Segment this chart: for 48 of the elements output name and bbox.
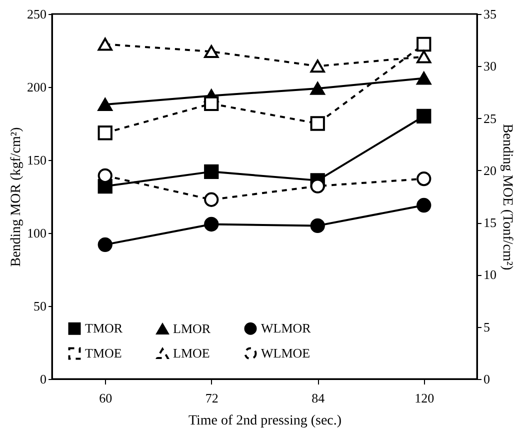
legend-label: TMOE bbox=[85, 346, 122, 360]
y-tick-label: 0 bbox=[40, 372, 46, 386]
point bbox=[416, 36, 432, 52]
point bbox=[310, 178, 325, 194]
y-tick-label: 250 bbox=[27, 6, 46, 22]
point bbox=[204, 45, 219, 58]
point bbox=[204, 164, 219, 180]
y2-tick-label: 20 bbox=[484, 162, 496, 178]
x-tick-label: 120 bbox=[414, 390, 434, 406]
point bbox=[416, 50, 432, 64]
legend-label: LMOE bbox=[173, 346, 210, 360]
legend-label: WLMOR bbox=[261, 320, 312, 336]
point bbox=[98, 98, 112, 111]
y2-axis-title: Bending MOE (Tonf/cm²) bbox=[500, 124, 514, 270]
point bbox=[98, 237, 112, 252]
point bbox=[310, 82, 325, 95]
x-axis-title: Time of 2nd pressing (sec.) bbox=[188, 414, 342, 428]
x-tick-label: 84 bbox=[312, 390, 326, 406]
y-tick-label: 150 bbox=[27, 152, 46, 168]
point bbox=[204, 96, 219, 112]
y2-tick-label: 30 bbox=[484, 58, 496, 74]
point bbox=[310, 60, 325, 73]
legend-label: LMOR bbox=[173, 320, 211, 336]
point bbox=[98, 168, 112, 183]
y2-tick-label: 15 bbox=[484, 215, 496, 230]
y2-tick-label: 0 bbox=[484, 372, 490, 386]
point bbox=[98, 38, 112, 51]
y-axis-title: Bending MOR (kgf/cm²) bbox=[9, 126, 24, 267]
y-tick-label: 100 bbox=[27, 226, 46, 240]
legend-label: TMOR bbox=[85, 320, 123, 336]
point bbox=[310, 116, 325, 131]
point bbox=[204, 192, 219, 207]
y2-tick-label: 25 bbox=[484, 110, 496, 126]
y-tick-label: 200 bbox=[27, 80, 46, 94]
y2-tick-label: 10 bbox=[484, 267, 496, 282]
y2-tick-label: 5 bbox=[484, 319, 490, 334]
x-tick-label: 72 bbox=[205, 390, 218, 406]
y2-tick-label: 35 bbox=[484, 6, 496, 22]
x-tick-label: 60 bbox=[99, 390, 112, 406]
point bbox=[416, 171, 432, 186]
point bbox=[310, 218, 325, 234]
y-tick-label: 50 bbox=[34, 298, 46, 314]
point bbox=[416, 108, 432, 124]
point bbox=[416, 198, 432, 213]
point bbox=[416, 72, 432, 85]
legend-label: WLMOE bbox=[261, 346, 310, 360]
point bbox=[98, 126, 112, 140]
point bbox=[204, 216, 219, 232]
